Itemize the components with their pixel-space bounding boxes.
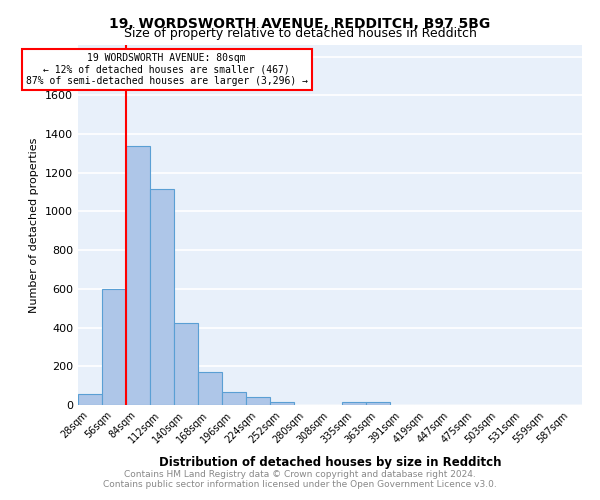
Bar: [198, 372, 222, 405]
Bar: [222, 392, 246, 405]
Bar: [102, 289, 126, 405]
Bar: [174, 322, 198, 405]
Bar: [342, 402, 366, 405]
Text: 19, WORDSWORTH AVENUE, REDDITCH, B97 5BG: 19, WORDSWORTH AVENUE, REDDITCH, B97 5BG: [109, 18, 491, 32]
Y-axis label: Number of detached properties: Number of detached properties: [29, 138, 40, 312]
Bar: [270, 402, 294, 405]
Bar: [246, 398, 270, 405]
Bar: [366, 402, 390, 405]
X-axis label: Distribution of detached houses by size in Redditch: Distribution of detached houses by size …: [159, 456, 501, 469]
Text: Size of property relative to detached houses in Redditch: Size of property relative to detached ho…: [124, 28, 476, 40]
Text: 19 WORDSWORTH AVENUE: 80sqm
← 12% of detached houses are smaller (467)
87% of se: 19 WORDSWORTH AVENUE: 80sqm ← 12% of det…: [26, 52, 308, 86]
Text: Contains HM Land Registry data © Crown copyright and database right 2024.
Contai: Contains HM Land Registry data © Crown c…: [103, 470, 497, 489]
Bar: [150, 189, 174, 405]
Bar: [126, 146, 150, 405]
Bar: [78, 394, 102, 405]
